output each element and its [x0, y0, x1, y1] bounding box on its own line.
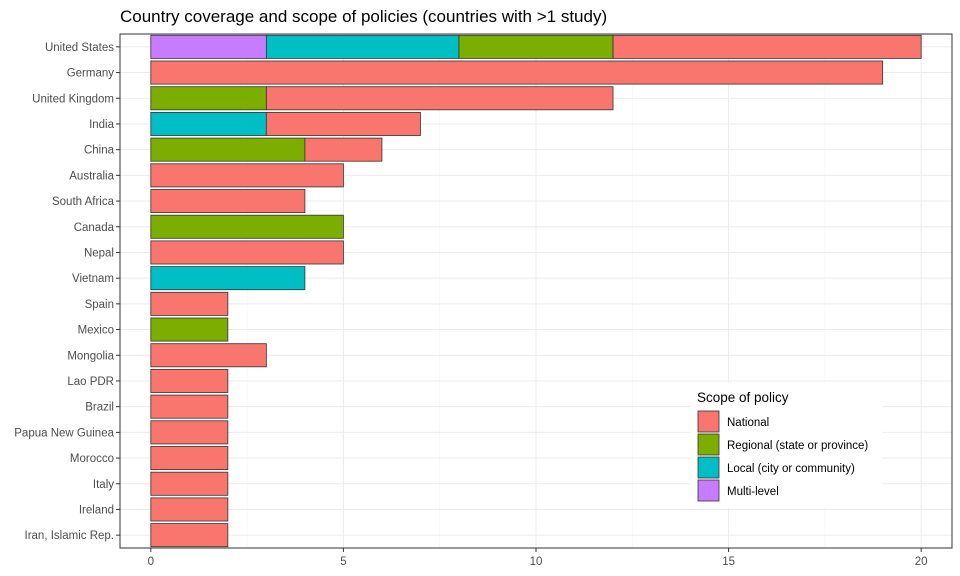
bar [150, 111, 267, 136]
y-axis-ticks: United States Germany United Kingdom India C… [14, 42, 120, 542]
bar [150, 368, 229, 393]
bar [150, 240, 344, 265]
bar [265, 111, 421, 136]
legend-key [697, 433, 720, 456]
y-tick-label: Morocco [70, 453, 114, 465]
y-tick-label: Iran, Islamic Rep. [25, 530, 114, 542]
bar [458, 34, 614, 59]
panel-border [119, 33, 953, 549]
legend-key [697, 410, 720, 433]
y-tick-label: Spain [85, 299, 114, 311]
y-tick-label: South Africa [52, 196, 115, 208]
y-tick-label: Papua New Guinea [14, 427, 114, 439]
bar [150, 471, 229, 496]
chart-title: Country coverage and scope of policies (… [120, 7, 607, 26]
legend-key [697, 479, 720, 502]
bar [150, 497, 229, 522]
bar [150, 189, 306, 214]
bar [265, 34, 460, 59]
bar [150, 163, 344, 188]
legend-title: Scope of policy [697, 390, 789, 405]
bar [150, 266, 306, 291]
bar [150, 291, 229, 316]
bar [150, 137, 306, 162]
y-tick-label: United States [45, 42, 114, 54]
bar [150, 420, 229, 445]
legend-background [690, 383, 882, 508]
y-tick-label: Vietnam [72, 273, 114, 285]
bar [150, 394, 229, 419]
bar [150, 523, 229, 548]
bar [150, 86, 267, 111]
y-tick-label: Lao PDR [67, 376, 114, 388]
bar [612, 34, 922, 59]
legend: Scope of policy National Regional (state … [690, 383, 882, 508]
x-tick-label: 10 [530, 556, 543, 568]
bar [150, 214, 344, 239]
legend-label: Regional (state or province) [727, 440, 868, 452]
bar [150, 317, 229, 342]
bar [150, 60, 884, 85]
y-tick-label: Brazil [85, 402, 114, 414]
bar [150, 34, 267, 59]
x-tick-label: 5 [340, 556, 346, 568]
bars [150, 34, 922, 548]
y-tick-label: India [89, 119, 115, 131]
y-tick-label: United Kingdom [32, 93, 114, 105]
y-tick-label: Ireland [79, 504, 114, 516]
legend-label: Multi-level [727, 486, 779, 498]
y-tick-label: Mongolia [67, 350, 114, 362]
bar [304, 137, 383, 162]
x-axis-ticks: 0 5 10 15 20 [148, 548, 928, 568]
y-tick-label: Italy [93, 479, 114, 491]
x-tick-label: 15 [722, 556, 735, 568]
y-tick-label: China [84, 145, 115, 157]
x-tick-label: 0 [148, 556, 154, 568]
legend-label: Local (city or community) [727, 463, 855, 475]
y-tick-label: Canada [74, 222, 115, 234]
x-tick-label: 20 [915, 556, 928, 568]
legend-label: National [727, 417, 769, 429]
y-tick-label: Australia [69, 170, 114, 182]
y-tick-label: Germany [67, 68, 115, 80]
y-tick-label: Mexico [78, 325, 114, 337]
y-tick-label: Nepal [84, 247, 114, 259]
bar [265, 86, 614, 111]
legend-items: National Regional (state or province) Loca… [697, 410, 868, 502]
bar [150, 343, 267, 368]
legend-key [697, 456, 720, 479]
bar [150, 446, 229, 471]
